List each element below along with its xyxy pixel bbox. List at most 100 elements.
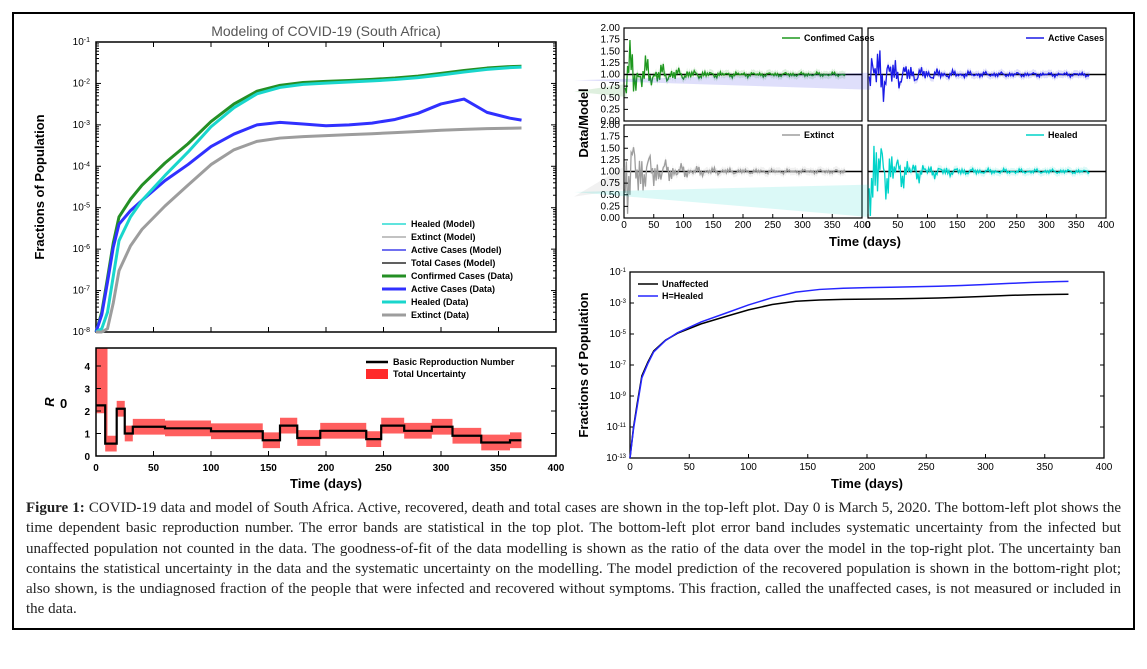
- svg-text:10-1: 10-1: [73, 37, 90, 49]
- svg-text:100: 100: [203, 463, 220, 474]
- svg-text:0: 0: [84, 452, 90, 463]
- svg-text:Basic Reproduction Number: Basic Reproduction Number: [393, 357, 515, 367]
- svg-text:Active Cases: Active Cases: [1048, 33, 1104, 43]
- svg-text:Modeling of COVID-19 (South Af: Modeling of COVID-19 (South Africa): [211, 23, 441, 39]
- svg-text:10-5: 10-5: [610, 329, 627, 340]
- svg-text:Healed: Healed: [1048, 130, 1078, 140]
- main-plot: Modeling of COVID-19 (South Africa) 10-8 1…: [26, 22, 566, 342]
- svg-text:2.00: 2.00: [601, 120, 621, 131]
- main-plot-svg: Modeling of COVID-19 (South Africa) 10-8 1…: [26, 22, 566, 342]
- svg-text:300: 300: [1038, 220, 1055, 231]
- svg-text:200: 200: [318, 463, 335, 474]
- svg-text:300: 300: [433, 463, 450, 474]
- r0-plot-svg: 01234050100150200250300350400Time (days)…: [26, 342, 566, 492]
- svg-text:350: 350: [490, 463, 507, 474]
- svg-text:200: 200: [735, 220, 752, 231]
- svg-text:1: 1: [84, 430, 90, 441]
- svg-text:300: 300: [794, 220, 811, 231]
- svg-text:Time (days): Time (days): [829, 234, 901, 249]
- figure-container: Modeling of COVID-19 (South Africa) 10-8 1…: [12, 12, 1135, 630]
- svg-text:3: 3: [84, 385, 90, 396]
- svg-text:10-8: 10-8: [73, 327, 90, 339]
- left-column: Modeling of COVID-19 (South Africa) 10-8 1…: [26, 22, 566, 492]
- svg-text:100: 100: [919, 220, 936, 231]
- plots-row: Modeling of COVID-19 (South Africa) 10-8 1…: [26, 22, 1121, 492]
- svg-text:0.75: 0.75: [601, 178, 621, 189]
- svg-text:0: 0: [865, 220, 871, 231]
- svg-text:Fractions of Population: Fractions of Population: [576, 292, 591, 437]
- svg-text:200: 200: [859, 462, 876, 473]
- svg-text:Active Cases (Data): Active Cases (Data): [411, 284, 495, 294]
- svg-text:50: 50: [684, 462, 696, 473]
- svg-text:10-7: 10-7: [73, 285, 90, 297]
- svg-text:Data/Model: Data/Model: [576, 88, 591, 157]
- svg-text:Healed (Model): Healed (Model): [411, 219, 475, 229]
- svg-text:250: 250: [764, 220, 781, 231]
- svg-text:Time (days): Time (days): [831, 476, 903, 491]
- svg-text:Confimed Cases: Confimed Cases: [804, 33, 875, 43]
- svg-text:0: 0: [621, 220, 627, 231]
- caption-lead: Figure 1:: [26, 500, 85, 516]
- svg-text:0.00: 0.00: [601, 213, 621, 224]
- svg-text:400: 400: [1098, 220, 1114, 231]
- svg-text:Extinct: Extinct: [804, 130, 834, 140]
- unaffected-plot-svg: 10-1310-1110-910-710-510-310-10501001502…: [574, 262, 1114, 492]
- svg-text:Fractions of Population: Fractions of Population: [32, 114, 47, 259]
- svg-text:0: 0: [627, 462, 633, 473]
- svg-text:1.00: 1.00: [601, 167, 621, 178]
- svg-text:150: 150: [260, 463, 277, 474]
- svg-text:0.25: 0.25: [601, 201, 621, 212]
- svg-text:250: 250: [1008, 220, 1025, 231]
- svg-text:10-7: 10-7: [610, 360, 627, 371]
- caption-body: COVID-19 data and model of South Africa.…: [26, 500, 1121, 617]
- r0-plot: 01234050100150200250300350400Time (days)…: [26, 342, 566, 492]
- svg-text:Active Cases (Model): Active Cases (Model): [411, 245, 502, 255]
- figure-caption: Figure 1: COVID-19 data and model of Sou…: [26, 498, 1121, 620]
- svg-text:10-13: 10-13: [606, 453, 626, 464]
- svg-text:2: 2: [84, 407, 90, 418]
- svg-text:10-2: 10-2: [73, 78, 90, 90]
- svg-text:10-3: 10-3: [73, 119, 90, 131]
- ratio-panels-svg: 0.000.250.500.751.001.251.501.752.00Conf…: [574, 22, 1114, 252]
- svg-text:Total Cases (Model): Total Cases (Model): [411, 258, 495, 268]
- svg-text:350: 350: [1068, 220, 1085, 231]
- svg-text:Extinct (Data): Extinct (Data): [411, 310, 469, 320]
- svg-text:0.25: 0.25: [601, 104, 621, 115]
- svg-text:1.50: 1.50: [601, 46, 621, 57]
- svg-text:1.75: 1.75: [601, 35, 621, 46]
- svg-text:0: 0: [93, 463, 99, 474]
- svg-text:R: R: [42, 397, 57, 407]
- svg-text:400: 400: [1096, 462, 1113, 473]
- svg-text:10-1: 10-1: [610, 267, 627, 278]
- svg-text:50: 50: [648, 220, 660, 231]
- svg-text:1.50: 1.50: [601, 143, 621, 154]
- svg-text:1.25: 1.25: [601, 155, 621, 166]
- ratio-panels: 0.000.250.500.751.001.251.501.752.00Conf…: [574, 22, 1121, 252]
- svg-text:Total Uncertainty: Total Uncertainty: [393, 369, 466, 379]
- svg-text:50: 50: [892, 220, 904, 231]
- svg-text:Healed (Data): Healed (Data): [411, 297, 469, 307]
- svg-text:10-4: 10-4: [73, 161, 90, 173]
- svg-text:1.75: 1.75: [601, 132, 621, 143]
- svg-text:Unaffected: Unaffected: [662, 279, 709, 289]
- svg-text:100: 100: [740, 462, 757, 473]
- svg-text:10-3: 10-3: [610, 298, 627, 309]
- svg-text:300: 300: [977, 462, 994, 473]
- svg-text:0.75: 0.75: [601, 81, 621, 92]
- svg-text:50: 50: [148, 463, 160, 474]
- svg-text:H=Healed: H=Healed: [662, 291, 703, 301]
- svg-text:10-9: 10-9: [610, 391, 627, 402]
- svg-text:100: 100: [675, 220, 692, 231]
- unaffected-plot: 10-1310-1110-910-710-510-310-10501001502…: [574, 262, 1121, 492]
- svg-text:350: 350: [1036, 462, 1053, 473]
- svg-text:1.25: 1.25: [601, 58, 621, 69]
- svg-text:150: 150: [799, 462, 816, 473]
- svg-text:4: 4: [84, 362, 90, 373]
- svg-text:Time (days): Time (days): [290, 476, 362, 491]
- svg-text:0: 0: [60, 396, 67, 411]
- svg-text:1.00: 1.00: [601, 70, 621, 81]
- svg-text:150: 150: [705, 220, 722, 231]
- svg-text:Confirmed Cases (Data): Confirmed Cases (Data): [411, 271, 513, 281]
- right-column: 0.000.250.500.751.001.251.501.752.00Conf…: [574, 22, 1121, 492]
- svg-text:10-5: 10-5: [73, 202, 90, 214]
